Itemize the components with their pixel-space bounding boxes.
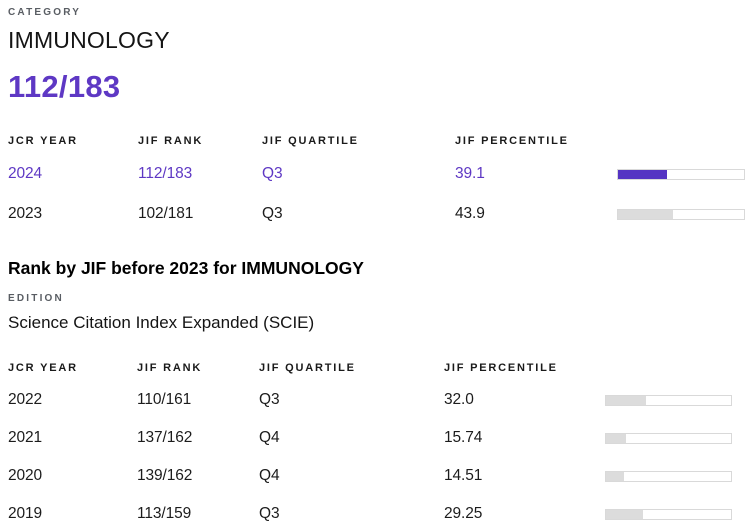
- percentile-bar: [617, 208, 745, 220]
- table-row: 2022 110/161 Q3 32.0: [8, 381, 745, 419]
- cell-jif-quartile: Q3: [262, 165, 283, 182]
- table-body: 2024 112/183 Q3 39.1 2023 102/181 Q3 43.…: [8, 154, 745, 234]
- percentile-bar: [605, 470, 732, 482]
- cell-jif-percentile: 29.25: [444, 505, 483, 522]
- edition-block: EDITION Science Citation Index Expanded …: [8, 293, 745, 334]
- cell-jif-rank: 102/181: [138, 205, 194, 222]
- cell-jif-quartile: Q4: [259, 429, 280, 446]
- percentile-bar-fill: [618, 169, 668, 179]
- col-header-jif-quartile: JIF QUARTILE: [259, 362, 356, 374]
- col-header-jif-rank: JIF RANK: [138, 135, 204, 147]
- edition-label: EDITION: [8, 293, 64, 304]
- cell-jif-quartile: Q3: [259, 391, 280, 408]
- col-header-jif-percentile: JIF PERCENTILE: [455, 135, 569, 147]
- percentile-bar: [605, 432, 732, 444]
- rank-table-history: JCR YEAR JIF RANK JIF QUARTILE JIF PERCE…: [8, 361, 745, 523]
- cell-jif-percentile: 39.1: [455, 165, 485, 182]
- history-section-title: Rank by JIF before 2023 for IMMUNOLOGY: [8, 258, 364, 278]
- col-header-jif-quartile: JIF QUARTILE: [262, 135, 359, 147]
- cell-jcr-year: 2023: [8, 205, 43, 222]
- table-header-row: JCR YEAR JIF RANK JIF QUARTILE JIF PERCE…: [8, 361, 745, 375]
- cell-jif-rank: 112/183: [138, 165, 193, 182]
- edition-value: Science Citation Index Expanded (SCIE): [8, 313, 315, 332]
- cell-jif-percentile: 14.51: [444, 467, 483, 484]
- current-jif-rank: 112/183: [8, 69, 121, 104]
- percentile-bar-fill: [606, 395, 646, 405]
- table-row: 2020 139/162 Q4 14.51: [8, 457, 745, 495]
- percentile-bar-fill: [606, 471, 625, 481]
- category-name: IMMUNOLOGY: [8, 27, 170, 53]
- cell-jif-percentile: 43.9: [455, 205, 485, 222]
- percentile-bar-fill: [606, 433, 626, 443]
- percentile-bar: [617, 168, 745, 180]
- cell-jcr-year: 2022: [8, 391, 43, 408]
- cell-jcr-year: 2020: [8, 467, 43, 484]
- cell-jif-percentile: 32.0: [444, 391, 474, 408]
- cell-jif-rank: 139/162: [137, 467, 193, 484]
- table-header-row: JCR YEAR JIF RANK JIF QUARTILE JIF PERCE…: [8, 134, 745, 148]
- table-body: 2022 110/161 Q3 32.0 2021 137/162 Q4 15.…: [8, 381, 745, 523]
- cell-jif-quartile: Q4: [259, 467, 280, 484]
- cell-jif-quartile: Q3: [262, 205, 283, 222]
- percentile-bar-fill: [618, 209, 674, 219]
- table-row: 2023 102/181 Q3 43.9: [8, 194, 745, 234]
- cell-jif-rank: 113/159: [137, 505, 192, 522]
- rank-table-current: JCR YEAR JIF RANK JIF QUARTILE JIF PERCE…: [8, 134, 745, 234]
- cell-jif-quartile: Q3: [259, 505, 280, 522]
- col-header-jcr-year: JCR YEAR: [8, 135, 78, 147]
- col-header-jcr-year: JCR YEAR: [8, 362, 78, 374]
- cell-jcr-year: 2021: [8, 429, 43, 446]
- table-row: 2024 112/183 Q3 39.1: [8, 154, 745, 194]
- table-row: 2019 113/159 Q3 29.25: [8, 495, 745, 523]
- cell-jif-percentile: 15.74: [444, 429, 483, 446]
- percentile-bar: [605, 508, 732, 520]
- cell-jif-rank: 110/161: [137, 391, 192, 408]
- col-header-jif-percentile: JIF PERCENTILE: [444, 362, 558, 374]
- cell-jif-rank: 137/162: [137, 429, 193, 446]
- percentile-bar-fill: [606, 509, 643, 519]
- cell-jcr-year: 2024: [8, 165, 43, 182]
- percentile-bar: [605, 394, 732, 406]
- category-label: CATEGORY: [8, 7, 82, 18]
- cell-jcr-year: 2019: [8, 505, 43, 522]
- col-header-jif-rank: JIF RANK: [137, 362, 203, 374]
- table-row: 2021 137/162 Q4 15.74: [8, 419, 745, 457]
